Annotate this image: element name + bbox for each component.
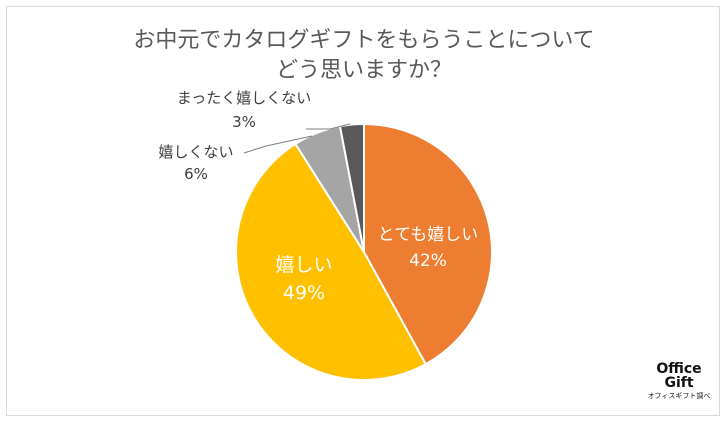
slice-label-3: 嬉しくない	[158, 143, 233, 161]
logo-caption: オフィスギフト調べ	[647, 392, 711, 400]
slice-label-2: 嬉しい	[275, 254, 332, 276]
slice-value-label-4: 3%	[232, 113, 256, 131]
slice-value-label-3: 6%	[184, 165, 208, 183]
pie-slice-2	[235, 142, 427, 381]
chart-title: お中元でカタログギフトをもらうことについて どう思いますか？	[0, 26, 728, 86]
slice-label-4: まったく嬉しくない	[177, 89, 311, 107]
chart-title-line-1: お中元でカタログギフトをもらうことについて	[133, 28, 595, 53]
leader-line-3	[243, 135, 313, 154]
chart-title-line-2: どう思いますか？	[275, 58, 452, 83]
office-gift-logo: Office Gift オフィスギフト調べ	[636, 362, 722, 401]
logo-line-gift: Gift	[664, 375, 694, 391]
slice-label-1: とても嬉しい	[378, 225, 479, 245]
slice-value-label-1: 42%	[409, 251, 447, 271]
logo-line-office: Office	[656, 361, 702, 377]
leader-line-4	[306, 123, 351, 130]
slice-value-label-2: 49%	[283, 282, 325, 304]
pie-slice-1	[363, 123, 493, 366]
